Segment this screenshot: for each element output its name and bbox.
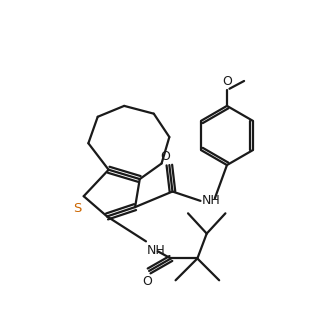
Text: NH: NH: [147, 244, 166, 257]
Text: O: O: [143, 275, 153, 288]
Text: O: O: [161, 149, 171, 163]
Text: NH: NH: [202, 194, 220, 207]
Text: O: O: [222, 75, 232, 88]
Text: S: S: [73, 202, 81, 215]
